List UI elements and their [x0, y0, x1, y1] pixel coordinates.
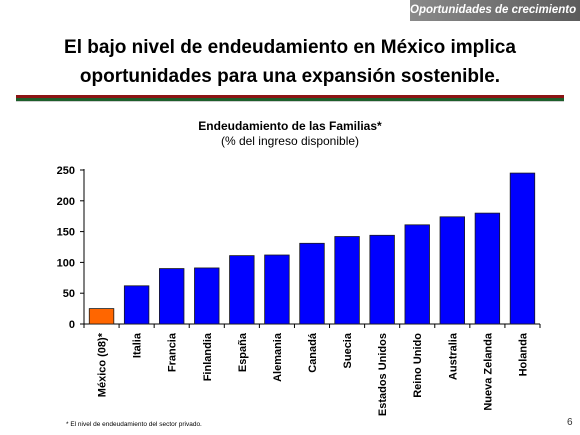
bar-6	[299, 242, 325, 325]
bar-11	[474, 212, 501, 325]
y-tick-label: 200	[57, 196, 75, 208]
x-category-label: Canadá	[307, 332, 319, 373]
y-tick-label: 0	[69, 319, 75, 331]
divider-thin	[16, 101, 564, 102]
slide-title-line-1: El bajo nivel de endeudamiento en México…	[64, 37, 516, 58]
chart-title: Endeudamiento de las Familias*	[198, 119, 382, 133]
x-category-label: México (08)*	[97, 332, 109, 397]
y-tick-label: 150	[57, 227, 75, 239]
x-category-label: Reino Unido	[412, 333, 424, 398]
page-number: 6	[567, 417, 573, 428]
bar-9	[404, 224, 430, 325]
x-category-label: Finlandia	[202, 332, 214, 381]
chart-subtitle: (% del ingreso disponible)	[220, 134, 360, 148]
bar-12	[509, 172, 536, 325]
slide-title: El bajo nivel de endeudamiento en México…	[0, 33, 580, 91]
bar-2	[159, 268, 185, 325]
x-category-label: Holanda	[517, 332, 529, 376]
x-category-label: Estados Unidos	[377, 333, 389, 416]
y-tick-label: 250	[57, 165, 75, 177]
bar-8	[369, 234, 395, 325]
x-category-label: Italia	[132, 332, 144, 358]
section-label: Oportunidades de crecimiento	[410, 0, 580, 21]
bar-4	[229, 255, 255, 325]
divider-red	[16, 95, 564, 98]
bar-1	[123, 285, 150, 325]
slide-title-line-2: oportunidades para una expansión sosteni…	[79, 66, 501, 87]
y-tick-label: 100	[57, 257, 75, 269]
bar-10	[439, 216, 465, 325]
bar-7	[334, 236, 360, 325]
bar-3	[194, 267, 220, 325]
x-category-label: Nueva Zelanda	[482, 332, 494, 411]
footnote: * El nivel de endeudamiento del sector p…	[66, 421, 202, 428]
bar-5	[264, 254, 290, 325]
divider-green	[16, 98, 564, 101]
x-category-label: España	[237, 332, 249, 372]
x-category-label: Alemania	[272, 332, 284, 382]
x-category-label: Australia	[447, 332, 459, 380]
bar-0	[88, 308, 115, 325]
x-category-label: Francia	[167, 332, 179, 372]
y-tick-label: 50	[63, 288, 75, 300]
x-category-label: Suecia	[342, 332, 354, 368]
